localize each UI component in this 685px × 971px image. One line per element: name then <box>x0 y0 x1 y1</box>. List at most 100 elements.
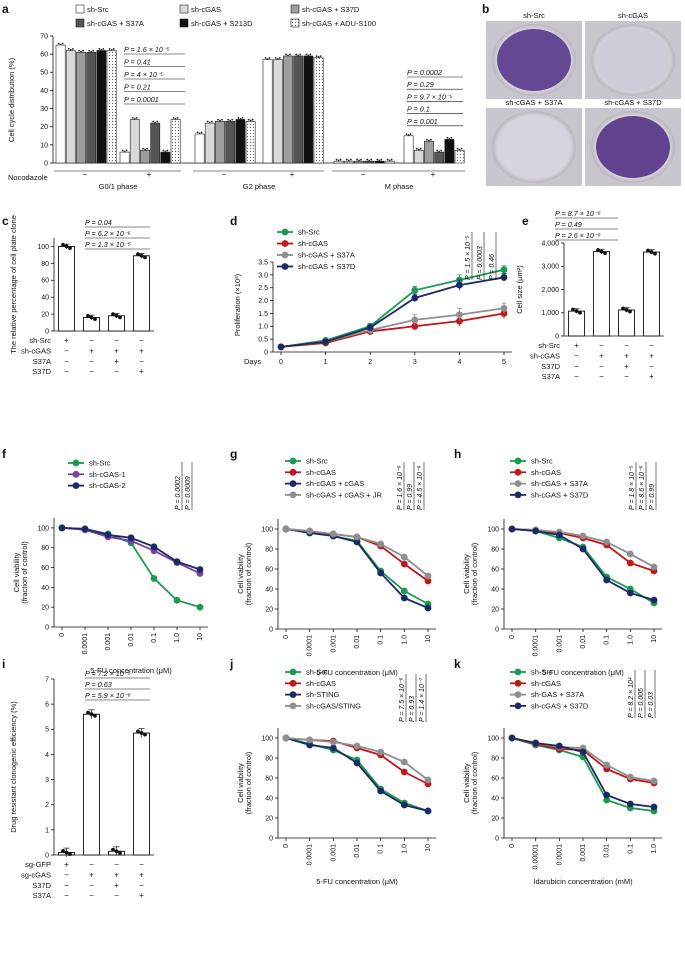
data-point <box>514 480 522 487</box>
data-point <box>329 744 337 752</box>
x-tick-label: 1.0 <box>651 844 658 854</box>
y-tick-label: 20 <box>40 124 48 131</box>
data-point <box>424 807 432 815</box>
condition-sign: − <box>139 881 144 890</box>
data-point <box>514 691 522 698</box>
bar <box>424 140 434 164</box>
y-tick-label: 5 <box>45 727 49 734</box>
data-point <box>400 560 408 568</box>
condition-sign: + <box>139 891 144 900</box>
data-point <box>400 768 408 776</box>
legend-entry: sh-cGAS-1 <box>89 470 126 479</box>
condition-sign: − <box>64 357 69 366</box>
panel-label: j <box>229 657 233 671</box>
replicate-dot <box>59 43 62 46</box>
bar <box>194 133 205 164</box>
condition-sign: − <box>114 336 119 345</box>
panel-label: k <box>454 657 461 671</box>
replicate-dot <box>596 248 600 252</box>
condition-sign: − <box>599 362 604 371</box>
condition-sign: − <box>114 860 119 869</box>
data-point <box>400 758 408 766</box>
y-axis-title: (fraction of control) <box>244 751 253 814</box>
condition-sign: − <box>89 357 94 366</box>
replicate-dot <box>198 132 201 135</box>
y-tick-label: 100 <box>37 244 49 251</box>
data-point <box>424 572 432 580</box>
x-tick-label: 10 <box>425 635 432 643</box>
replicate-dot <box>571 307 575 312</box>
data-point <box>289 691 297 698</box>
replicate-dot <box>114 313 119 318</box>
bar <box>215 120 225 164</box>
legend-entry: sh-cGAS + S37D <box>531 702 589 711</box>
y-tick-label: 40 <box>41 585 49 592</box>
condition-sign: − <box>599 341 604 350</box>
data-point <box>424 604 432 612</box>
data-point <box>455 281 463 289</box>
replicate-dot <box>380 158 383 161</box>
data-point <box>579 532 587 540</box>
replicate-dot <box>154 121 157 124</box>
replicate-dot <box>315 55 318 58</box>
bar <box>96 50 107 164</box>
legend-entry: sh-cGAS + S37D <box>298 262 356 271</box>
legend-entry: sh-cGAS + S37A <box>298 251 355 260</box>
condition-row-label: S37D <box>541 362 560 371</box>
legend-swatch <box>179 18 189 28</box>
y-tick-label: 30 <box>40 106 48 113</box>
bar <box>272 59 283 164</box>
x-tick-label: 0.01 <box>354 844 361 858</box>
condition-sign: − <box>574 362 579 371</box>
replicate-dot <box>57 42 60 45</box>
replicate-dot <box>67 48 70 50</box>
replicate-dot <box>386 158 389 161</box>
data-point <box>626 773 634 781</box>
legend-entry: sh-Src <box>89 459 111 468</box>
data-point <box>579 748 587 756</box>
y-tick-label: 2.5 <box>258 285 268 292</box>
condition-sign: − <box>89 881 94 890</box>
y-tick-label: 100 <box>37 525 49 532</box>
condition-row-label: S37A <box>33 357 51 366</box>
data-point <box>282 734 290 742</box>
replicate-dot <box>164 150 167 153</box>
condition-sign: − <box>64 367 69 376</box>
y-axis-title: (fraction of control) <box>20 541 29 604</box>
replicate-dot <box>210 120 213 123</box>
condition-row-label: S37D <box>32 881 51 890</box>
p-value-label: P = 0.49 <box>555 220 582 229</box>
x-tick-label: 0.1 <box>604 635 611 645</box>
x-tick-label: 0.0001 <box>82 633 89 655</box>
replicate-dot <box>319 55 322 58</box>
replicate-dot <box>68 246 72 250</box>
y-tick-label: 40 <box>41 295 49 302</box>
data-point <box>532 527 540 535</box>
replicate-dot <box>317 56 320 59</box>
x-tick-label: 1.0 <box>401 844 408 854</box>
x-tick-label: 10 <box>197 633 204 641</box>
condition-sign: − <box>114 367 119 376</box>
replicate-dot <box>366 158 369 161</box>
legend-entry: sh-cGAS + S37D <box>531 491 589 500</box>
p-value-label: P = 8.6 × 10⁻⁶ <box>639 465 646 510</box>
replicate-dot <box>251 118 254 121</box>
y-tick-label: 70 <box>40 33 48 40</box>
x-axis-title: Idarubicin concentration (mM) <box>533 877 633 886</box>
p-value-label: P = 0.93 <box>409 696 416 722</box>
plate-title: sh-cGAS + S37D <box>604 98 662 107</box>
y-tick-label: 20 <box>491 815 499 822</box>
bar <box>643 251 660 337</box>
legend-entry: sh-cGAS-2 <box>89 481 126 490</box>
x-tick-label: 10 <box>425 844 432 852</box>
legend-entry: sh-cGAS <box>298 239 328 248</box>
data-point <box>329 530 337 538</box>
data-point <box>306 736 314 744</box>
condition-sign: − <box>624 341 629 350</box>
replicate-dot <box>111 847 115 852</box>
x-tick-label: 0.01 <box>128 633 135 647</box>
y-tick-label: 20 <box>41 605 49 612</box>
replicate-dot <box>307 54 310 57</box>
series-line <box>280 268 505 348</box>
replicate-dot <box>86 710 90 715</box>
